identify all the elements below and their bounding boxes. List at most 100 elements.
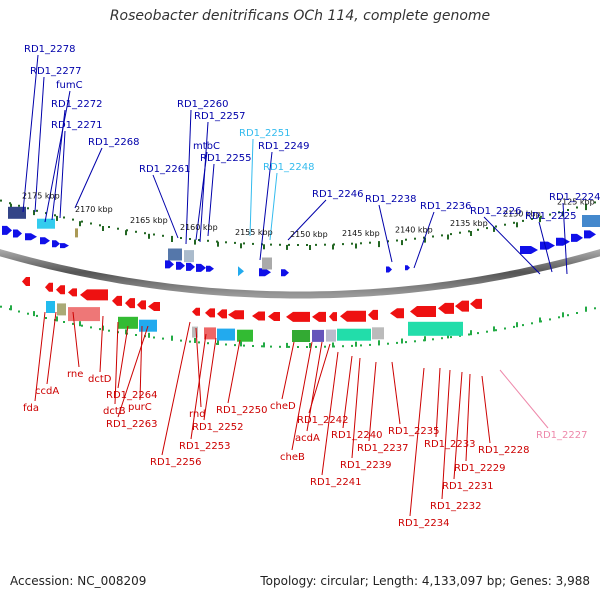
- gene-label-mtbC: mtbC: [193, 141, 220, 152]
- scale-dot: [369, 241, 371, 244]
- reverse-gene-3: [56, 285, 65, 295]
- gene-connector: [195, 327, 202, 408]
- gene-label-cheD: cheD: [270, 401, 296, 412]
- forward-gene-18: [556, 237, 570, 246]
- scale-tick: [447, 234, 449, 240]
- reverse-gene-2: [45, 282, 53, 292]
- scale-dot: [360, 242, 362, 245]
- scale-dot: [432, 235, 434, 238]
- scale-dot: [45, 317, 47, 319]
- scale-tick: [125, 329, 127, 335]
- scale-tick: [309, 245, 311, 250]
- scale-tick: [424, 336, 426, 342]
- reverse-gene-23: [438, 302, 454, 314]
- forward-gene-4: [40, 237, 50, 245]
- scale-dot: [18, 310, 20, 313]
- scale-dot: [279, 243, 281, 246]
- gene-connector: [281, 341, 295, 400]
- reverse-gene-22: [410, 306, 436, 317]
- scale-dot: [585, 204, 587, 206]
- gene-label-RD1_2228: RD1_2228: [478, 445, 529, 456]
- scale-dot: [261, 345, 263, 348]
- gene-label-RD1_2235: RD1_2235: [388, 426, 439, 437]
- scale-dot: [459, 231, 461, 234]
- scale-dot: [180, 237, 182, 239]
- gene-connector: [34, 311, 46, 402]
- scale-dot: [324, 345, 326, 348]
- scale-dot: [549, 213, 551, 216]
- scale-dot: [360, 344, 362, 347]
- scale-tick: [10, 305, 12, 311]
- scale-dot: [54, 214, 56, 217]
- gene-label-RD1_2238: RD1_2238: [365, 194, 416, 205]
- scale-tick: [493, 226, 495, 232]
- scale-label: 2135 kbp: [450, 219, 488, 228]
- scale-tick: [33, 311, 35, 317]
- scale-dot: [162, 234, 164, 237]
- gene-connector: [139, 325, 143, 401]
- reverse-gene-18: [329, 312, 337, 322]
- scale-dot: [144, 232, 146, 235]
- gene-label-cheB: cheB: [280, 452, 305, 463]
- scale-tick: [148, 233, 150, 239]
- scale-tick: [562, 211, 564, 217]
- reverse-gene-20: [368, 309, 378, 320]
- forward-feature-box: [8, 206, 26, 219]
- scale-dot: [441, 337, 443, 340]
- scale-dot: [108, 329, 110, 332]
- gene-label-rne: rne: [67, 369, 83, 380]
- scale-dot: [342, 345, 344, 348]
- forward-gene-14: [386, 266, 392, 273]
- scale-dot: [468, 230, 470, 233]
- scale-dot: [279, 345, 281, 348]
- scale-tick: [585, 205, 587, 211]
- gene-connector: [51, 109, 66, 221]
- gene-label-RD1_2248: RD1_2248: [263, 162, 314, 173]
- scale-label: 2130 kbp: [503, 210, 541, 219]
- reverse-feature-box: [237, 329, 253, 342]
- gene-label-RD1_2255: RD1_2255: [200, 153, 251, 164]
- reverse-feature-box: [139, 319, 157, 332]
- scale-dot: [63, 321, 65, 323]
- gene-connector: [190, 333, 207, 440]
- scale-dot: [558, 316, 560, 319]
- scale-tick: [470, 231, 472, 236]
- scale-dot: [72, 218, 74, 221]
- gene-connector: [185, 109, 192, 245]
- scale-dot: [252, 242, 254, 245]
- scale-dot: [216, 240, 218, 243]
- scale-tick: [217, 241, 219, 247]
- reverse-feature-box: [118, 316, 138, 329]
- scale-tick: [309, 343, 311, 348]
- gene-connector: [152, 174, 179, 239]
- gene-connector: [117, 325, 129, 389]
- gene-label-RD1_2231: RD1_2231: [442, 481, 493, 492]
- gene-connector: [22, 54, 39, 213]
- reverse-gene-12: [217, 309, 227, 319]
- gene-label-RD1_2250: RD1_2250: [216, 405, 267, 416]
- scale-label: 2145 kbp: [342, 229, 380, 238]
- scale-dot: [549, 318, 551, 321]
- gene-label-RD1_2257: RD1_2257: [194, 111, 245, 122]
- scale-label: 2160 kbp: [180, 223, 218, 232]
- scale-dot: [36, 209, 38, 212]
- reverse-feature-box: [46, 301, 55, 313]
- scale-dot: [225, 241, 227, 244]
- scale-dot: [450, 233, 452, 236]
- scale-tick: [516, 222, 518, 228]
- gene-connector: [306, 341, 323, 432]
- scale-tick: [562, 312, 564, 318]
- gene-connector: [351, 357, 361, 459]
- scale-dot: [414, 237, 416, 240]
- scale-dot: [153, 336, 155, 339]
- gene-connector: [538, 221, 553, 273]
- gene-label-RD1_2251: RD1_2251: [239, 128, 290, 139]
- scale-dot: [198, 341, 200, 344]
- gene-connector: [117, 325, 149, 418]
- forward-gene-13: [281, 269, 289, 277]
- scale-tick: [401, 338, 403, 344]
- scale-dot: [594, 201, 596, 204]
- scale-dot: [576, 312, 578, 314]
- gene-label-RD1_2236: RD1_2236: [420, 201, 471, 212]
- forward-gene-17: [540, 241, 555, 250]
